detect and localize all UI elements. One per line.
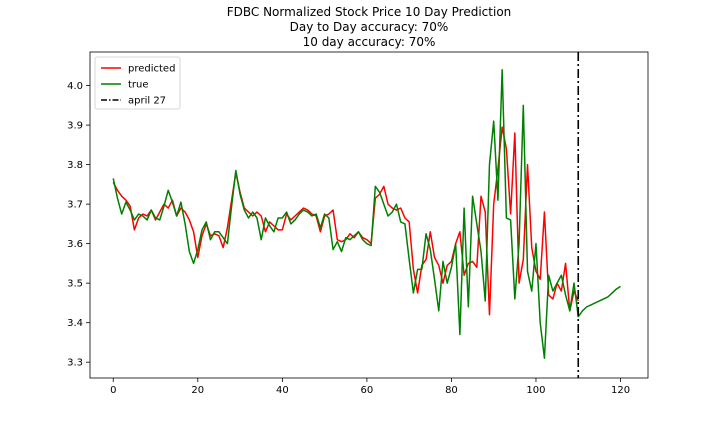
series-line-predicted: [112, 126, 579, 316]
series-group: [112, 69, 621, 359]
x-tick-label: 20: [191, 385, 204, 396]
y-tick-label: 3.3: [67, 358, 83, 369]
y-tick-label: 3.5: [67, 279, 83, 290]
y-tick-label: 3.6: [67, 239, 83, 250]
legend-label: predicted: [128, 64, 175, 75]
x-tick-label: 100: [526, 385, 545, 396]
y-tick-label: 4.0: [67, 81, 83, 92]
series-line-true: [112, 69, 621, 359]
title-line-3: 10 day accuracy: 70%: [303, 35, 436, 49]
legend-box: [94, 56, 181, 110]
y-tick-label: 3.7: [67, 200, 83, 211]
y-tick-label: 3.8: [67, 160, 83, 171]
y-tick-label: 3.9: [67, 121, 83, 132]
x-tick-label: 0: [110, 385, 116, 396]
legend-label: true: [128, 80, 149, 91]
axes: 0 20 40 60 80 100 120 3.3 3.4 3.5 3.6 3.7 3.8 3.9 4.0: [67, 51, 649, 396]
x-tick-label: 40: [276, 385, 289, 396]
plot-area: [112, 52, 621, 378]
x-tick-label: 60: [361, 385, 374, 396]
legend: predicted true april 27: [94, 56, 181, 110]
title-line-1: FDBC Normalized Stock Price 10 Day Predi…: [227, 5, 512, 19]
legend-label: april 27: [128, 96, 166, 107]
plot-frame: [89, 51, 649, 379]
title-line-2: Day to Day accuracy: 70%: [290, 20, 449, 34]
x-tick-label: 120: [611, 385, 630, 396]
x-tick-label: 80: [445, 385, 458, 396]
y-tick-label: 3.4: [67, 318, 83, 329]
chart-title: FDBC Normalized Stock Price 10 Day Predi…: [227, 5, 512, 49]
